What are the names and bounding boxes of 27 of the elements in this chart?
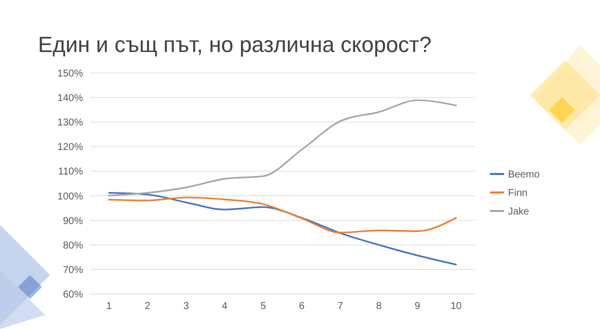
x-tick-label: 5 — [260, 301, 266, 312]
y-tick-label: 130% — [57, 118, 84, 129]
x-tick-label: 1 — [106, 301, 112, 312]
chart-title: Един и същ път, но различна скорост? — [38, 32, 432, 57]
y-tick-label: 70% — [62, 264, 84, 276]
y-tick-label: 110% — [58, 166, 84, 178]
y-tick-label: 80% — [62, 240, 84, 252]
x-tick-label: 9 — [414, 301, 421, 312]
line-series — [108, 192, 457, 266]
line-series — [108, 196, 457, 234]
y-tick-label: 60% — [62, 290, 84, 300]
legend-label: Jake — [508, 206, 530, 218]
legend-label: Beemo — [508, 170, 540, 180]
legend-label: Finn — [508, 188, 528, 199]
x-tick-label: 6 — [298, 301, 305, 312]
y-tick-label: 100% — [57, 191, 84, 202]
x-tick-label: 7 — [338, 301, 344, 312]
x-tick-label: 8 — [376, 301, 382, 312]
line-series — [108, 99, 457, 196]
x-tick-label: 3 — [183, 301, 190, 312]
x-tick-label: 10 — [450, 301, 462, 312]
x-tick-label: 4 — [222, 301, 228, 312]
y-tick-label: 140% — [57, 93, 84, 104]
y-tick-label: 150% — [57, 68, 84, 80]
x-tick-label: 2 — [144, 301, 151, 312]
y-tick-label: 120% — [57, 142, 84, 154]
y-tick-label: 90% — [62, 216, 84, 227]
